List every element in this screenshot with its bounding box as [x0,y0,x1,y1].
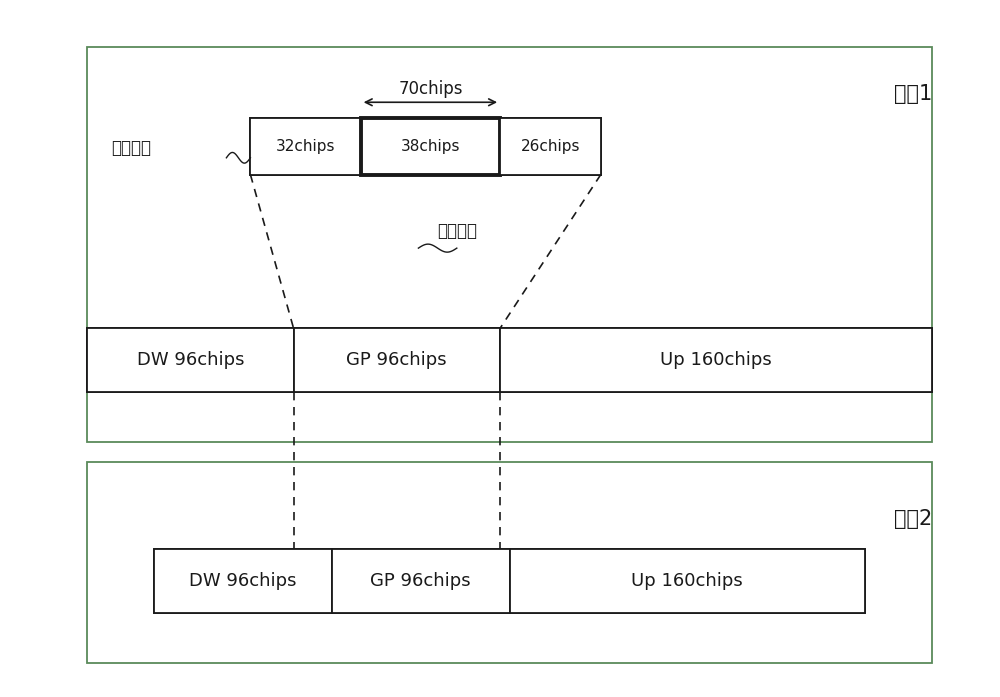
Bar [87,328,294,392]
Bar [250,118,601,174]
Text: GP 96chips: GP 96chips [370,572,471,590]
Text: 保护间隔: 保护间隔 [111,139,151,157]
Bar [87,47,932,442]
Bar [154,549,865,613]
Bar [250,118,361,174]
Bar [87,328,932,392]
Text: 基站2: 基站2 [894,509,932,529]
Text: 校准数据: 校准数据 [437,222,477,240]
Bar [361,118,500,174]
Text: Up 160chips: Up 160chips [631,572,743,590]
Bar [154,549,332,613]
Text: DW 96chips: DW 96chips [189,572,297,590]
Text: 基站1: 基站1 [894,84,932,105]
Bar [500,118,601,174]
Bar [87,462,932,663]
Text: Up 160chips: Up 160chips [660,351,772,369]
Text: 32chips: 32chips [276,139,335,153]
Bar [500,328,932,392]
Bar [294,328,500,392]
Text: DW 96chips: DW 96chips [137,351,244,369]
Text: 70chips: 70chips [399,79,463,98]
Text: GP 96chips: GP 96chips [346,351,447,369]
Bar [332,549,510,613]
Text: 26chips: 26chips [521,139,580,153]
Text: 38chips: 38chips [401,139,460,153]
Bar [510,549,865,613]
